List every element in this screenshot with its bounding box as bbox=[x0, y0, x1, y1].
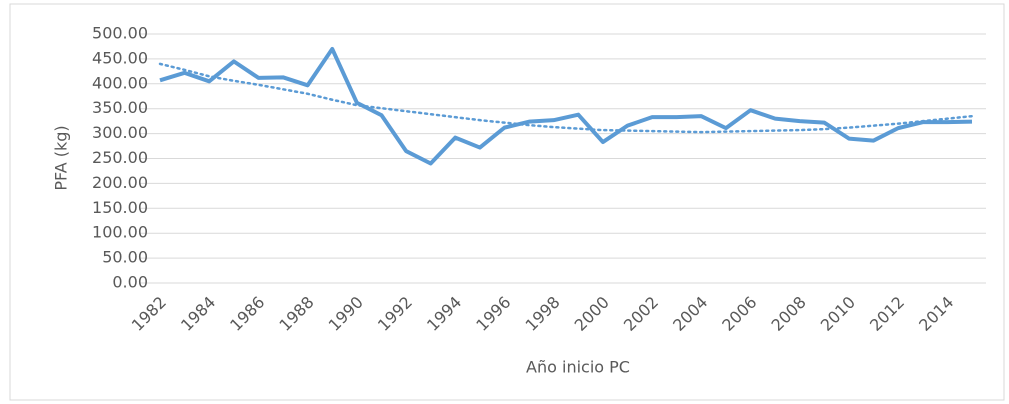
x-tick-label: 1992 bbox=[374, 293, 416, 335]
x-tick-label: 1984 bbox=[177, 293, 219, 335]
x-tick-label: 1986 bbox=[226, 293, 268, 335]
y-tick-label: 300.00 bbox=[92, 123, 148, 142]
y-tick-label: 250.00 bbox=[92, 148, 148, 167]
x-axis-title: Año inicio PC bbox=[526, 358, 630, 377]
x-tick-label: 1982 bbox=[128, 293, 170, 335]
x-tick-label: 2002 bbox=[620, 293, 662, 335]
y-tick-label: 450.00 bbox=[92, 48, 148, 67]
y-tick-label: 150.00 bbox=[92, 198, 148, 217]
y-axis-title: PFA (kg) bbox=[52, 125, 71, 190]
x-tick-label: 2004 bbox=[669, 293, 711, 335]
x-tick-label: 2006 bbox=[718, 293, 760, 335]
y-tick-label: 400.00 bbox=[92, 73, 148, 92]
chart-border bbox=[9, 3, 1005, 401]
trend-line bbox=[158, 62, 974, 134]
x-tick-label: 2014 bbox=[915, 293, 957, 335]
x-tick-label: 2012 bbox=[866, 293, 908, 335]
y-tick-label: 350.00 bbox=[92, 98, 148, 117]
y-tick-label: 100.00 bbox=[92, 223, 148, 242]
x-tick-label: 1996 bbox=[472, 293, 514, 335]
x-tick-label: 1990 bbox=[325, 293, 367, 335]
x-tick-label: 2008 bbox=[768, 293, 810, 335]
x-tick-label: 1988 bbox=[275, 293, 317, 335]
y-tick-label: 0.00 bbox=[112, 273, 148, 292]
y-tick-label: 200.00 bbox=[92, 173, 148, 192]
x-tick-label: 2000 bbox=[571, 293, 613, 335]
y-tick-label: 50.00 bbox=[102, 248, 148, 267]
y-tick-label: 500.00 bbox=[92, 24, 148, 43]
x-tick-label: 1994 bbox=[423, 293, 465, 335]
x-tick-label: 1998 bbox=[521, 293, 563, 335]
data-line bbox=[159, 46, 973, 166]
x-tick-label: 2010 bbox=[817, 293, 859, 335]
